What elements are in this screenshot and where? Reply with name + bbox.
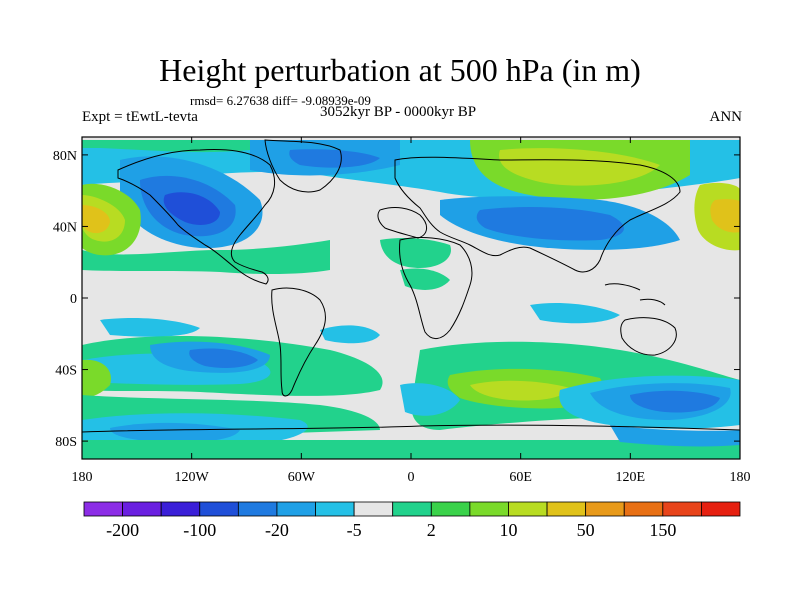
- latitude-axis: 80N 40N 0 40S 80S: [53, 149, 740, 450]
- period-label: 3052kyr BP - 0000kyr BP: [320, 104, 477, 120]
- colorbar-box: [199, 501, 239, 517]
- colorbar-box: [392, 501, 432, 517]
- colorbar-label: 150: [649, 520, 676, 540]
- colorbar-box: [315, 501, 355, 517]
- experiment-label: Expt = tEwtL-tevta: [82, 109, 198, 125]
- lon-tick-label: 120W: [175, 470, 210, 485]
- colorbar-label: -100: [183, 520, 216, 540]
- colorbar-box: [276, 501, 316, 517]
- map-panel: [81, 136, 741, 460]
- lon-tick-label: 180: [730, 470, 751, 485]
- colorbar-box: [353, 501, 394, 517]
- colorbar-box: [623, 501, 664, 517]
- colorbar: [83, 501, 741, 517]
- lat-tick-label: 80N: [53, 149, 77, 164]
- colorbar-label: 50: [577, 520, 595, 540]
- lon-tick-label: 180: [72, 470, 93, 485]
- colorbar-box: [662, 501, 702, 517]
- colorbar-box: [546, 501, 587, 517]
- colorbar-box: [83, 501, 123, 517]
- colorbar-box: [237, 501, 278, 517]
- colorbar-label: -20: [265, 520, 289, 540]
- colorbar-box: [701, 501, 741, 517]
- colorbar-box: [430, 501, 471, 517]
- plot-title: Height perturbation at 500 hPa (in m): [159, 52, 641, 88]
- stats-line: rmsd= 6.27638 diff= -9.08939e-09: [190, 93, 371, 108]
- colorbar-labels: -200 -100 -20 -5 2 10 50 150: [106, 520, 676, 540]
- lat-tick-label: 40S: [55, 364, 77, 379]
- colorbar-label: 10: [499, 520, 517, 540]
- coastlines: [82, 139, 740, 433]
- colorbar-label: 2: [427, 520, 436, 540]
- colorbar-box: [469, 501, 509, 517]
- colorbar-label: -5: [347, 520, 362, 540]
- lon-tick-label: 120E: [616, 470, 646, 485]
- lat-tick-label: 0: [70, 292, 77, 307]
- colorbar-label: -200: [106, 520, 139, 540]
- colorbar-box: [160, 501, 201, 517]
- colorbar-box: [508, 501, 548, 517]
- lon-tick-label: 60W: [288, 470, 316, 485]
- colorbar-box: [585, 501, 625, 517]
- season-label: ANN: [709, 109, 743, 125]
- lon-tick-label: 60E: [509, 470, 532, 485]
- lat-tick-label: 80S: [55, 435, 77, 450]
- lon-tick-label: 0: [408, 470, 415, 485]
- lat-tick-label: 40N: [53, 220, 77, 235]
- colorbar-box: [122, 501, 162, 517]
- longitude-axis: 180 120W 60W 0 60E 120E 180: [72, 137, 751, 485]
